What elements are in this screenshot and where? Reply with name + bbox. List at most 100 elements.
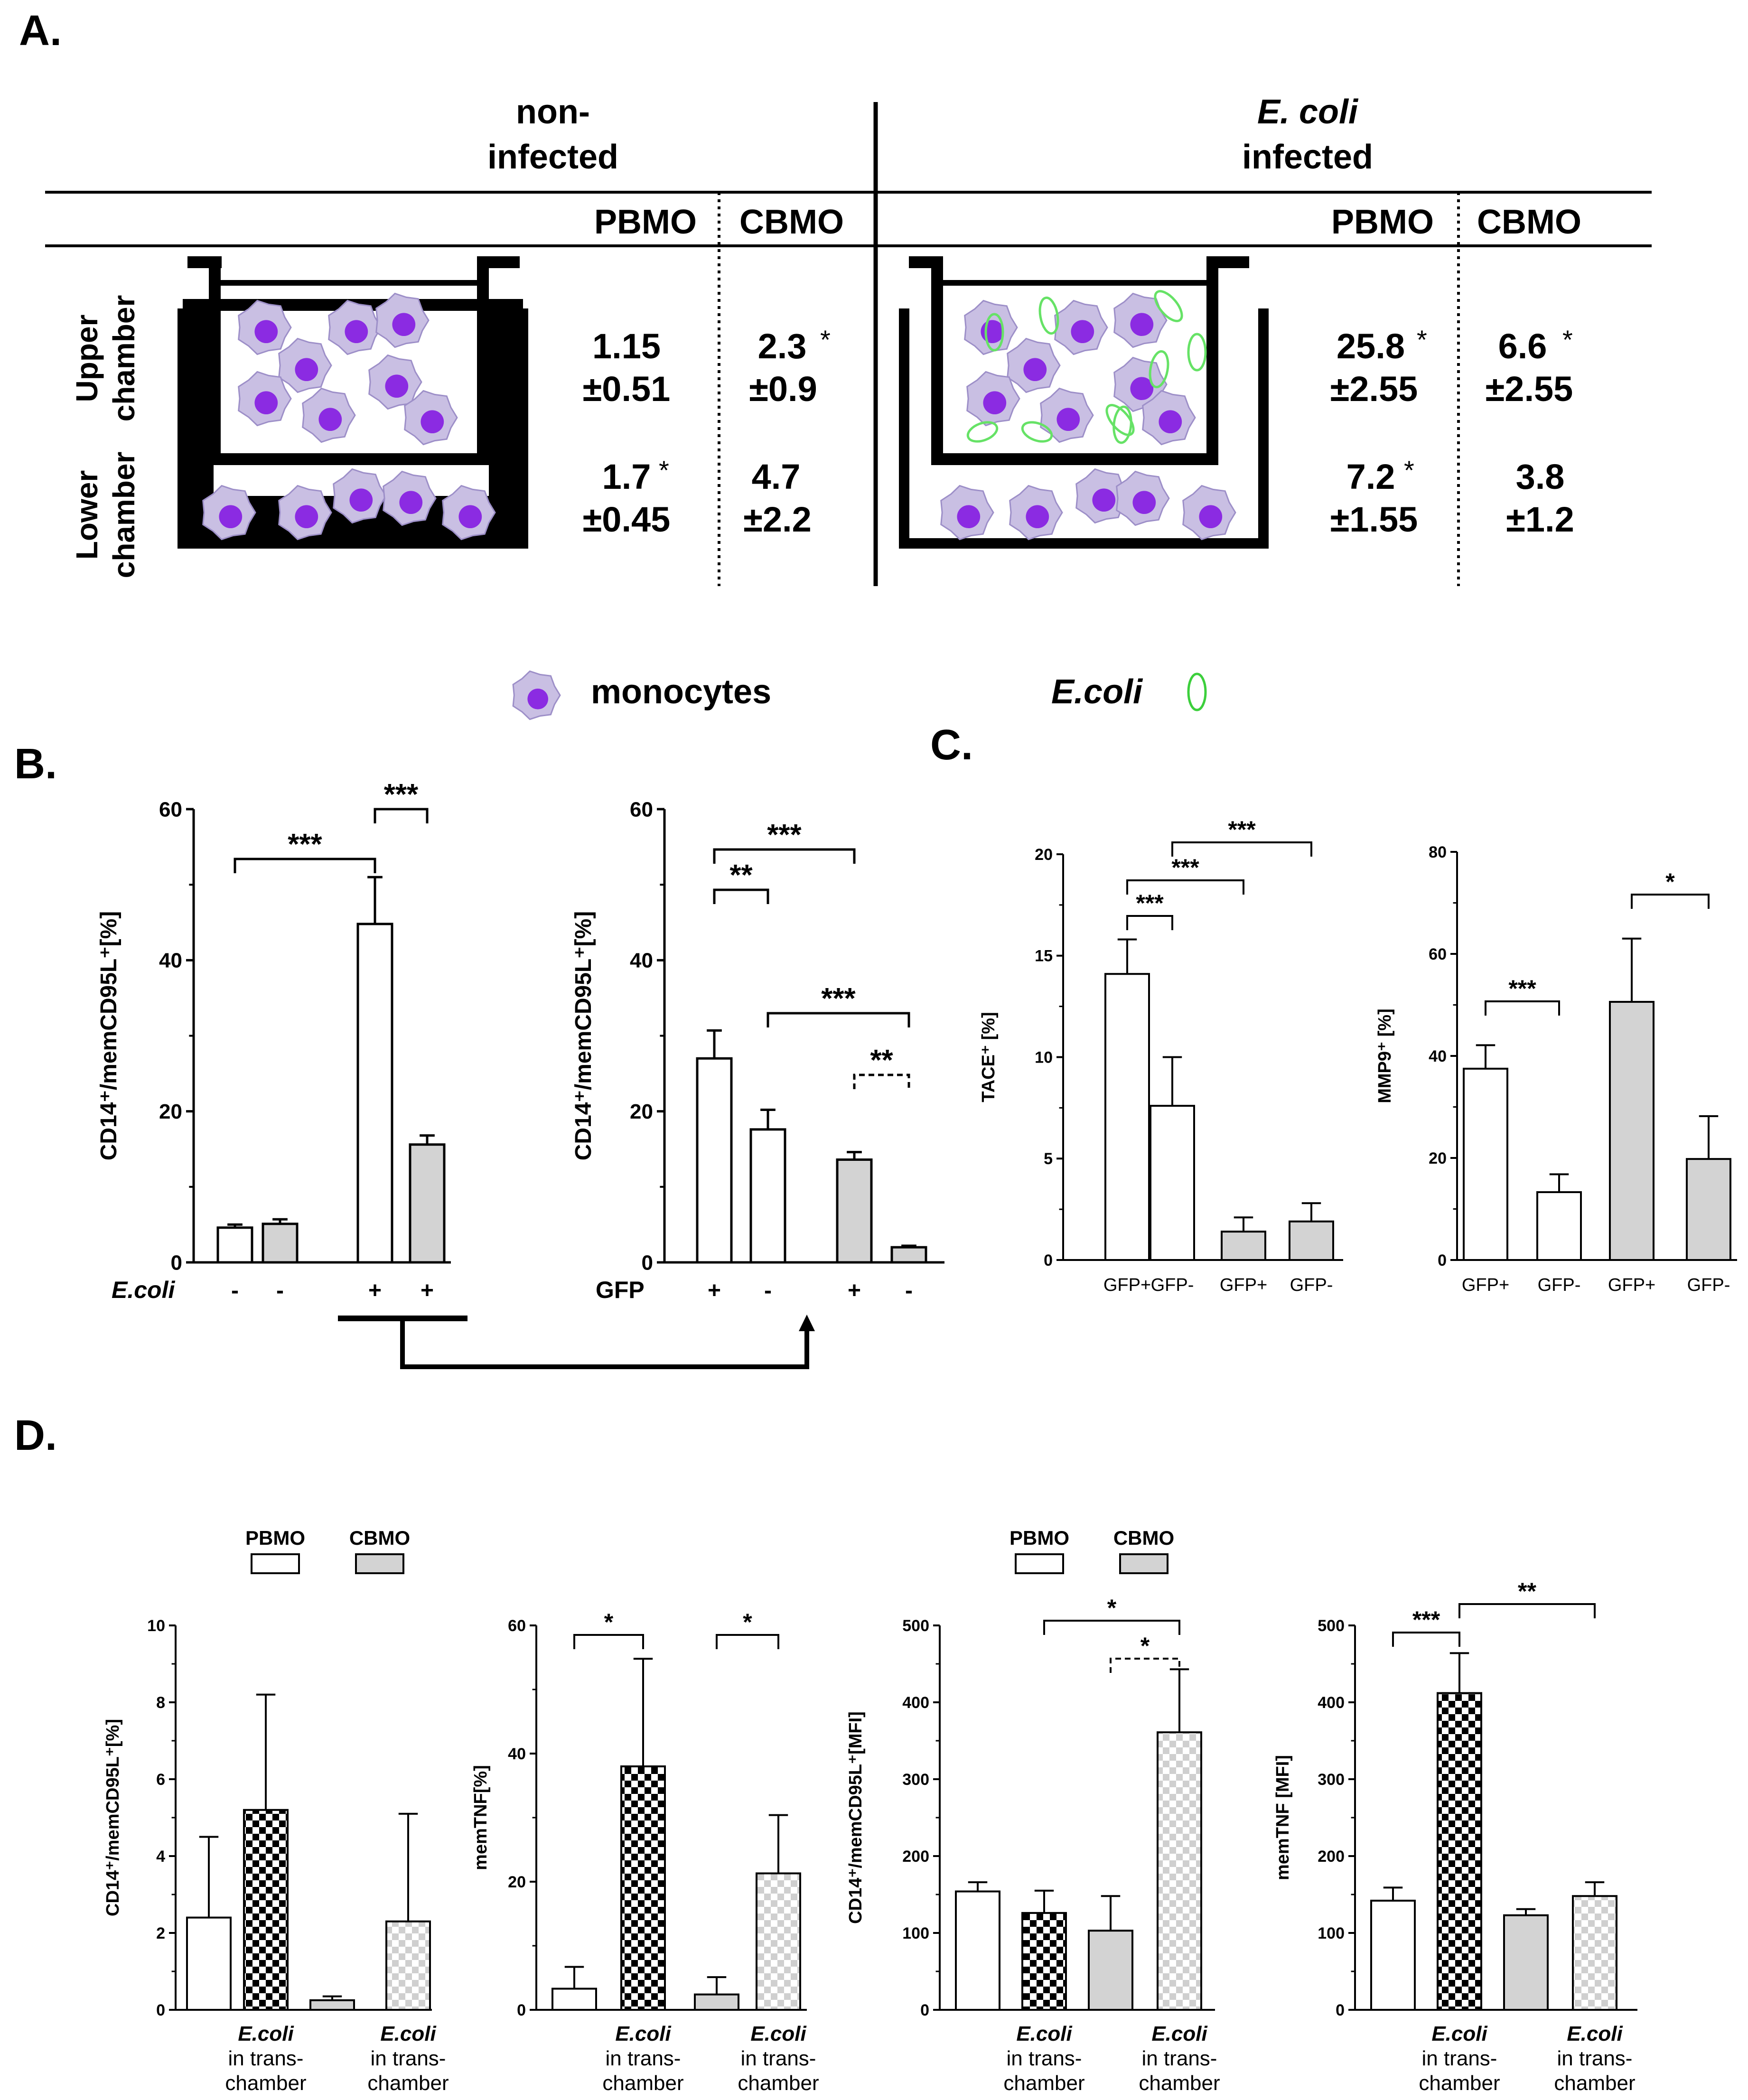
y-tick-label: 2 xyxy=(156,1924,165,1942)
legend-swatch xyxy=(1015,1553,1064,1574)
monocyte-cell xyxy=(1182,485,1236,541)
bar xyxy=(749,1128,786,1264)
y-axis-label: CD14⁺/memCD95L⁺[%] xyxy=(103,1719,123,1916)
x-tick-label: chamber xyxy=(1139,2072,1220,2095)
x-tick-label: chamber xyxy=(1419,2072,1500,2095)
ecoli-bacterium xyxy=(1112,405,1132,444)
bar xyxy=(243,1809,289,2011)
bar xyxy=(1609,1001,1655,1261)
monocyte-cell xyxy=(442,485,496,541)
monocyte-cell xyxy=(1116,470,1170,526)
bar xyxy=(1104,973,1150,1261)
bar xyxy=(694,1993,739,2011)
y-tick-label: 500 xyxy=(1318,1617,1345,1635)
monocyte-cell xyxy=(302,387,356,443)
monocyte-cell xyxy=(333,468,387,524)
bar xyxy=(1463,1067,1508,1261)
monocyte-cell xyxy=(966,371,1020,427)
monocyte-cell xyxy=(940,485,994,541)
ecoli-bacterium xyxy=(1149,350,1169,389)
significance-label: *** xyxy=(1136,890,1164,916)
y-tick-label: 40 xyxy=(1429,1047,1447,1065)
panel-a-schematic: non- infected E. coli infected PBMO CBMO… xyxy=(45,93,1652,720)
group-title-infected-2: infected xyxy=(1242,138,1373,176)
significance-bracket xyxy=(573,1634,644,1649)
y-tick-label: 8 xyxy=(156,1694,165,1712)
ecoli-bacterium xyxy=(1038,296,1059,335)
significance-bracket xyxy=(374,808,429,823)
y-tick-label: 0 xyxy=(1438,1251,1447,1269)
significance-label: * xyxy=(1140,1633,1150,1659)
x-tick-label: E.coli xyxy=(238,2022,294,2045)
x-tick-label: in trans- xyxy=(228,2047,304,2070)
significance-bracket xyxy=(1110,1658,1180,1673)
significance-bracket xyxy=(1485,1000,1560,1016)
y-tick-label: 500 xyxy=(902,1617,929,1635)
significance-bracket xyxy=(1126,879,1244,895)
ecoli-bacterium xyxy=(1021,421,1053,443)
x-tick-label: chamber xyxy=(367,2072,449,2095)
x-tick-label: chamber xyxy=(225,2072,306,2095)
err-noninf-pbmo-lower: ±0.45 xyxy=(583,500,671,539)
x-tick-label: in trans- xyxy=(741,2047,816,2070)
value-inf-cbmo-upper: 6.6 xyxy=(1498,327,1547,366)
monocyte-cell xyxy=(278,485,332,541)
monocyte-cell xyxy=(368,354,422,410)
y-tick-label: 40 xyxy=(630,949,653,972)
err-inf-pbmo-lower: ±1.55 xyxy=(1330,500,1418,539)
significance-bracket xyxy=(1171,841,1312,857)
bar xyxy=(1572,1895,1617,2011)
x-tick-label: GFP- xyxy=(1687,1275,1730,1295)
y-tick-label: 0 xyxy=(1044,1251,1053,1269)
x-tick-label: chamber xyxy=(1003,2072,1084,2095)
significance-label: ** xyxy=(729,859,753,892)
star-inf-cbmo-upper: * xyxy=(1562,325,1573,355)
y-tick-label: 0 xyxy=(1336,2001,1345,2019)
x-tick-label: E.coli xyxy=(750,2022,806,2045)
monocyte-cell xyxy=(238,299,292,355)
y-tick-label: 200 xyxy=(1318,1848,1345,1866)
bar xyxy=(1157,1731,1202,2011)
x-tick-label: - xyxy=(276,1278,284,1303)
legend-label: PBMO xyxy=(1010,1527,1069,1549)
y-axis-label: TACE⁺ [%] xyxy=(979,1012,999,1102)
x-tick-label: + xyxy=(708,1278,721,1303)
monocyte-cell xyxy=(1075,468,1130,524)
chart-0: 0 20 40 60 CD14⁺/memCD95L⁺[%] - - + + E.coli *** **… xyxy=(96,778,451,1303)
ecoli-bacterium xyxy=(1187,333,1207,372)
bar xyxy=(262,1223,299,1264)
legend-label: CBMO xyxy=(349,1527,410,1549)
monocyte-cell xyxy=(512,670,561,720)
value-noninf-pbmo-lower: 1.7 xyxy=(602,457,651,496)
monocyte-cell xyxy=(238,371,292,427)
bar xyxy=(552,1988,597,2011)
err-inf-pbmo-upper: ±2.55 xyxy=(1330,369,1418,409)
y-tick-label: 60 xyxy=(508,1617,526,1635)
significance-label: ** xyxy=(1518,1578,1536,1605)
bar xyxy=(1150,1105,1195,1261)
value-inf-pbmo-upper: 25.8 xyxy=(1337,327,1405,366)
value-noninf-cbmo-lower: 4.7 xyxy=(752,457,801,496)
bar xyxy=(1289,1220,1334,1261)
bar xyxy=(409,1143,446,1264)
significance-label: *** xyxy=(1228,816,1256,843)
x-tick-label: GFP+ xyxy=(1608,1275,1655,1295)
x-tick-label: E.coli xyxy=(1151,2022,1207,2045)
col-header-pbmo-1: PBMO xyxy=(594,203,697,241)
x-tick-label: chamber xyxy=(1554,2072,1635,2095)
significance-bracket xyxy=(713,848,856,864)
bar xyxy=(1088,1930,1133,2011)
value-inf-cbmo-lower: 3.8 xyxy=(1516,457,1565,496)
x-tick-label: GFP- xyxy=(1538,1275,1581,1295)
x-tick-label: GFP+ xyxy=(1220,1275,1267,1295)
col-header-pbmo-2: PBMO xyxy=(1331,203,1434,241)
err-noninf-cbmo-lower: ±2.2 xyxy=(743,500,811,539)
star-inf-pbmo-upper: * xyxy=(1417,325,1427,355)
significance-label: *** xyxy=(767,819,802,851)
y-axis-label: CD14⁺/memCD95L⁺[MFI] xyxy=(846,1711,866,1924)
monocyte-cell xyxy=(1040,387,1094,443)
